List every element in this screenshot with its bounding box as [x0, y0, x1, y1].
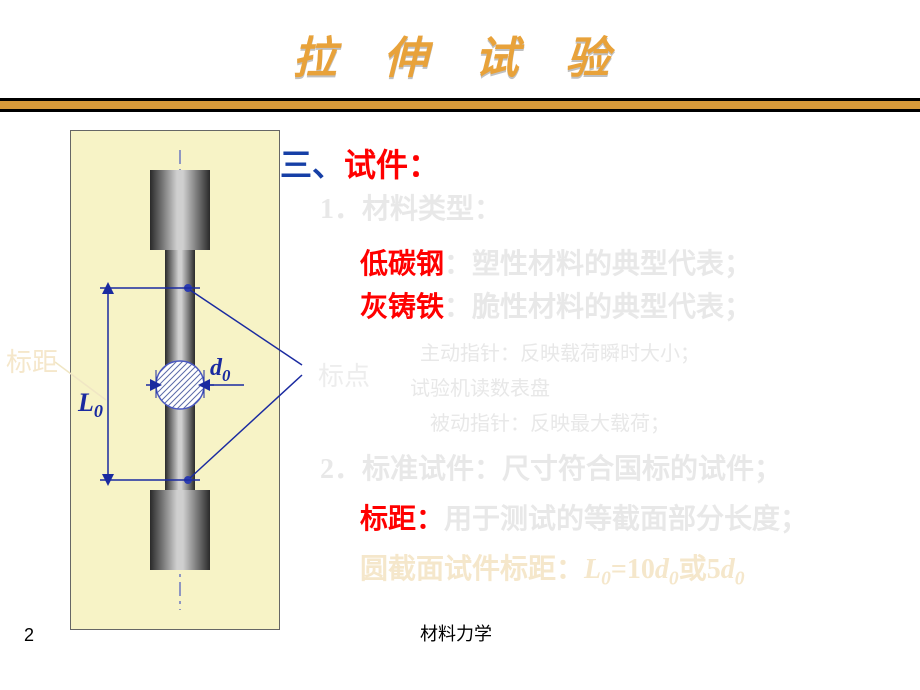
side-label-gauge: 标距	[6, 342, 58, 379]
lead-2	[190, 375, 302, 478]
f-0c: 0	[735, 569, 745, 590]
grip-bottom	[150, 490, 210, 570]
item-1-num: 1．	[320, 194, 362, 225]
item-4-text: 标准试件：尺寸符合国标的试件；	[362, 454, 782, 485]
section-heading: 三、试件：	[280, 140, 440, 186]
gauge-length-label: 标距：	[360, 504, 444, 535]
f-L: L	[584, 554, 601, 585]
page-number: 2	[24, 625, 34, 646]
gray-cast-iron: 灰铸铁	[360, 292, 444, 323]
item-5: 标距：用于测试的等截面部分长度；	[360, 500, 808, 539]
f-or: 或5	[679, 554, 721, 585]
section-num: 三、	[280, 147, 344, 183]
L0-0: 0	[94, 401, 103, 421]
item-2: 低碳钢：塑性材料的典型代表；	[360, 245, 752, 284]
low-carbon-desc: ：塑性材料的典型代表；	[444, 249, 752, 280]
gauge-length-desc: 用于测试的等截面部分长度；	[444, 504, 808, 535]
d0-label: d0	[210, 355, 230, 386]
f-d2: d	[721, 554, 735, 585]
item-1: 1．材料类型：	[320, 190, 502, 229]
f-0b: 0	[669, 569, 679, 590]
f-eq: =10	[611, 554, 655, 585]
slide-title: 拉 伸 试 验	[0, 22, 920, 86]
f-0a: 0	[601, 569, 611, 590]
L0-label: L0	[78, 388, 103, 422]
d0-d: d	[210, 355, 222, 381]
cross-section	[156, 361, 204, 409]
item-1-text: 材料类型：	[362, 194, 502, 225]
L0-L: L	[78, 388, 94, 417]
low-carbon-steel: 低碳钢	[360, 249, 444, 280]
f-d: d	[655, 554, 669, 585]
dial-1: 主动指针：反映载荷瞬时大小；	[420, 340, 700, 368]
grip-top	[150, 170, 210, 250]
item-4-num: 2．	[320, 454, 362, 485]
biaodian-label: 标点	[318, 356, 370, 393]
item-3: 灰铸铁：脆性材料的典型代表；	[360, 288, 752, 327]
item-6: 圆截面试件标距：L0=10d0或5d0	[360, 550, 745, 593]
lead-1	[190, 290, 302, 365]
divider-band	[0, 98, 920, 112]
d0-0: 0	[222, 366, 230, 385]
dial-2: 试验机读数表盘	[410, 375, 550, 403]
item-4: 2．标准试件：尺寸符合国标的试件；	[320, 450, 782, 489]
section-text: 试件：	[344, 147, 440, 183]
footer-text: 材料力学	[420, 620, 492, 646]
gray-cast-desc: ：脆性材料的典型代表；	[444, 292, 752, 323]
dial-3: 被动指针：反映最大载荷；	[430, 410, 670, 438]
formula-prefix: 圆截面试件标距：	[360, 554, 584, 585]
